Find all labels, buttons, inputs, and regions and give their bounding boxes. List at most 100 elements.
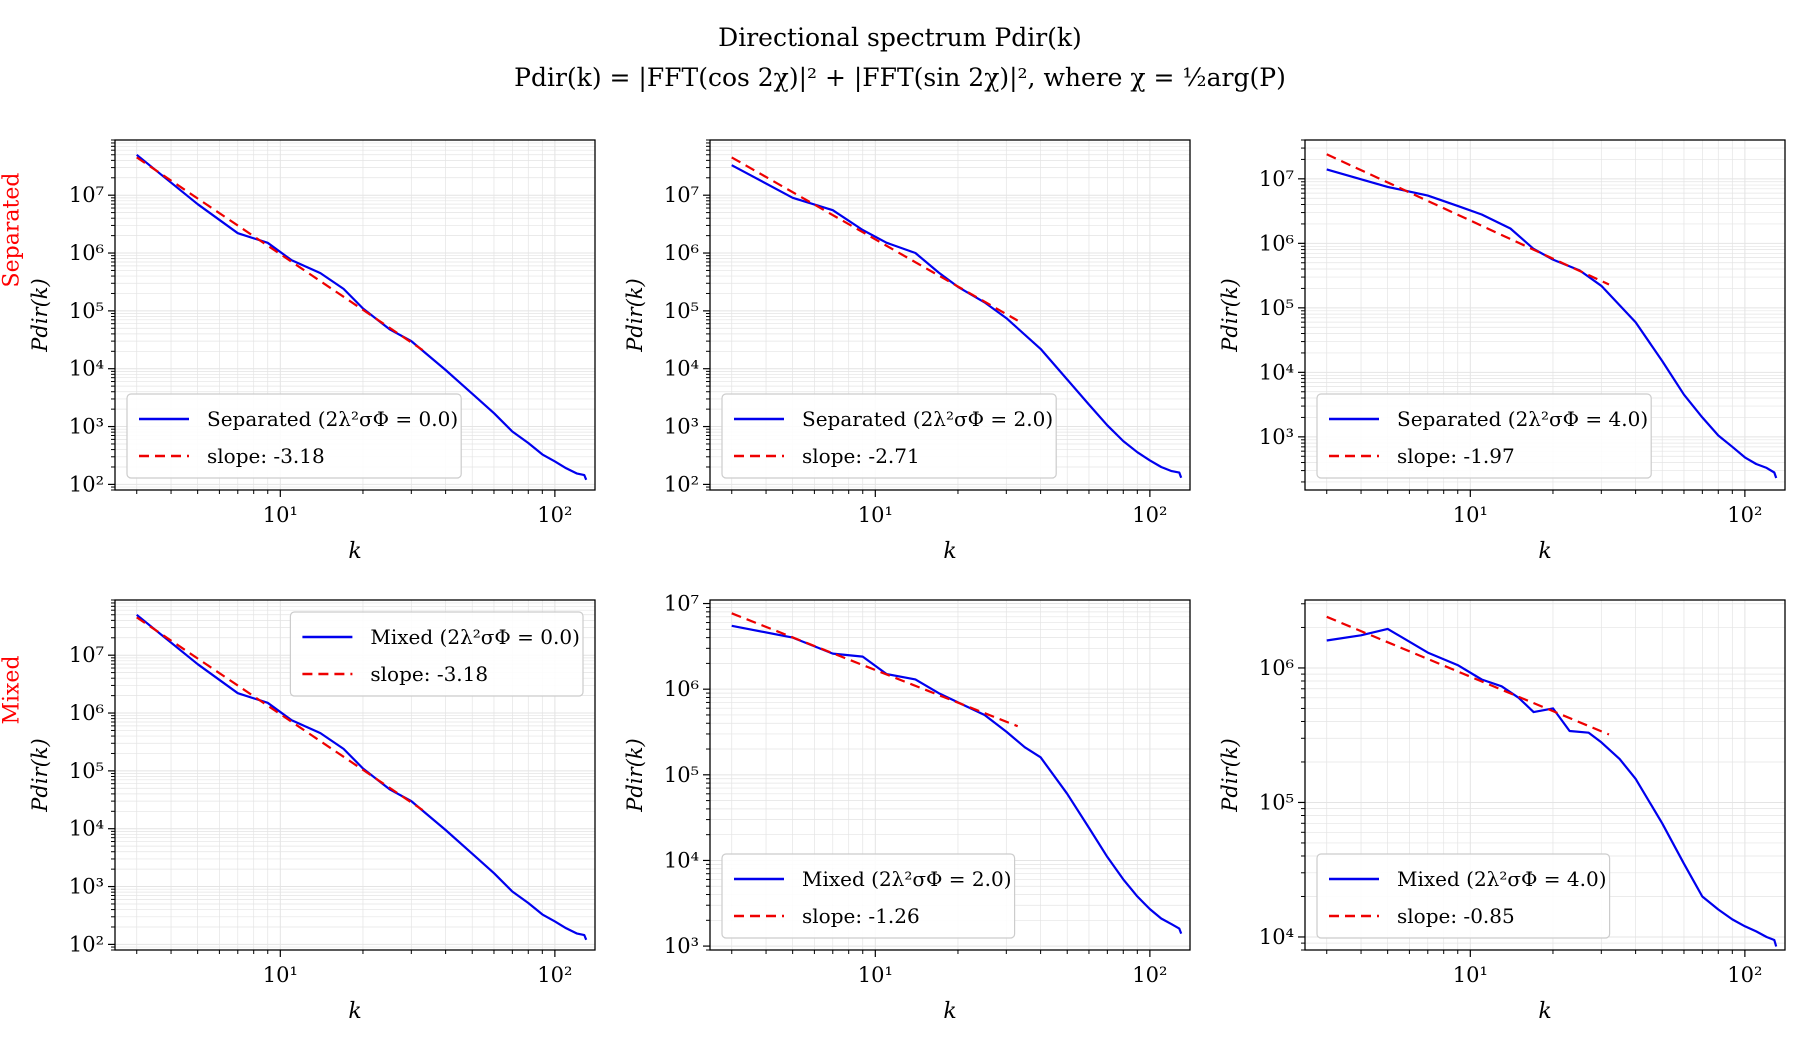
- y-tick-label: 10⁴: [664, 848, 699, 872]
- x-tick-label: 10¹: [1453, 963, 1488, 987]
- fit-line: [731, 612, 1019, 728]
- fit-line: [136, 616, 424, 812]
- y-tick-label: 10⁴: [69, 817, 104, 841]
- row-label-mixed: Mixed: [0, 655, 25, 725]
- x-tick-label: 10²: [1132, 963, 1167, 987]
- chart-panel-5: 10¹ 10² 10³ 10⁴ 10⁵ 10⁶ 10⁷ k Pdir(k) Mixed (2λ²σ…: [623, 592, 1191, 1024]
- axes-frame: [709, 139, 1191, 491]
- y-tick-label: 10⁴: [1259, 925, 1294, 949]
- x-axis-label: k: [1538, 999, 1551, 1024]
- x-axis-label: k: [348, 539, 361, 564]
- y-tick-label: 10⁷: [664, 183, 699, 207]
- y-axis-label: Pdir(k): [623, 738, 647, 812]
- legend-box: [1316, 393, 1652, 479]
- row-label-separated: Separated: [0, 172, 25, 288]
- y-tick-label: 10⁶: [69, 241, 104, 265]
- y-tick-label: 10⁷: [69, 183, 104, 207]
- x-tick-label: 10¹: [263, 963, 298, 987]
- y-tick-label: 10⁵: [69, 299, 104, 323]
- x-tick-label: 10²: [1132, 503, 1167, 527]
- y-tick-label: 10³: [664, 415, 699, 439]
- y-tick-label: 10⁵: [664, 299, 699, 323]
- y-axis-label: Pdir(k): [28, 278, 52, 352]
- y-axis-label: Pdir(k): [1218, 278, 1242, 352]
- legend: Separated (2λ²σΦ = 0.0) slope: -3.18: [126, 393, 462, 479]
- fit-line: [136, 156, 424, 352]
- y-tick-label: 10³: [664, 934, 699, 958]
- x-axis-label: k: [348, 999, 361, 1024]
- data-line: [136, 153, 588, 481]
- y-tick-label: 10⁴: [69, 357, 104, 381]
- legend-label: Separated (2λ²σΦ = 0.0): [207, 407, 458, 431]
- series-group: [1326, 615, 1778, 947]
- legend-label: Mixed (2λ²σΦ = 2.0): [802, 867, 1012, 891]
- chart-panel-4: 10¹ 10² 10² 10³ 10⁴ 10⁵ 10⁶ 10⁷ k Pdir(k) Mixed (2…: [28, 599, 596, 1024]
- chart-panel-2: 10¹ 10² 10² 10³ 10⁴ 10⁵ 10⁶ 10⁷ k Pdir(k) Separate…: [623, 139, 1191, 564]
- fit-line: [731, 156, 1019, 322]
- y-tick-label: 10⁴: [664, 357, 699, 381]
- data-line: [1326, 627, 1778, 947]
- legend: Mixed (2λ²σΦ = 4.0) slope: -0.85: [1316, 853, 1611, 939]
- y-tick-label: 10²: [664, 472, 699, 496]
- legend-label: Mixed (2λ²σΦ = 4.0): [1397, 867, 1607, 891]
- legend-label: slope: -1.97: [1397, 444, 1515, 468]
- legend-label: Separated (2λ²σΦ = 4.0): [1397, 407, 1648, 431]
- y-tick-label: 10⁶: [664, 677, 699, 701]
- y-axis-label: Pdir(k): [623, 278, 647, 352]
- y-tick-label: 10⁵: [69, 759, 104, 783]
- y-axis-label: Pdir(k): [1218, 738, 1242, 812]
- axes-frame: [709, 599, 1191, 951]
- y-tick-label: 10³: [69, 875, 104, 899]
- legend-label: slope: -1.26: [802, 904, 920, 928]
- series-group: [731, 612, 1183, 934]
- x-axis-label: k: [1538, 539, 1551, 564]
- data-line: [731, 624, 1183, 934]
- x-tick-label: 10¹: [858, 503, 893, 527]
- y-tick-label: 10³: [1259, 425, 1294, 449]
- legend-label: slope: -3.18: [207, 444, 325, 468]
- legend: Mixed (2λ²σΦ = 2.0) slope: -1.26: [721, 853, 1016, 939]
- legend-box: [126, 393, 462, 479]
- legend-label: slope: -0.85: [1397, 904, 1515, 928]
- series-group: [1326, 153, 1778, 479]
- legend: Separated (2λ²σΦ = 4.0) slope: -1.97: [1316, 393, 1652, 479]
- axes-frame: [1304, 599, 1786, 951]
- legend-label: Mixed (2λ²σΦ = 0.0): [370, 625, 580, 649]
- y-tick-label: 10⁵: [664, 763, 699, 787]
- series-group: [136, 153, 588, 481]
- legend-box: [289, 611, 584, 697]
- series-group: [136, 613, 588, 941]
- data-line: [1326, 168, 1778, 479]
- x-tick-label: 10²: [1727, 963, 1762, 987]
- x-tick-label: 10²: [1727, 503, 1762, 527]
- x-axis-label: k: [943, 539, 956, 564]
- x-tick-label: 10¹: [858, 963, 893, 987]
- legend-label: Separated (2λ²σΦ = 2.0): [802, 407, 1053, 431]
- legend-label: slope: -2.71: [802, 444, 920, 468]
- y-tick-label: 10⁷: [69, 643, 104, 667]
- chart-panel-6: 10¹ 10² 10⁴ 10⁵ 10⁶ k Pdir(k) Mixed (2λ²σΦ = 4.…: [1218, 599, 1786, 1024]
- legend: Separated (2λ²σΦ = 2.0) slope: -2.71: [721, 393, 1057, 479]
- y-tick-label: 10²: [69, 472, 104, 496]
- x-tick-label: 10²: [537, 503, 572, 527]
- fit-line: [1326, 153, 1610, 286]
- y-tick-label: 10⁷: [664, 592, 699, 616]
- y-tick-label: 10⁶: [69, 701, 104, 725]
- axes-frame: [1304, 139, 1786, 491]
- y-tick-label: 10⁴: [1259, 360, 1294, 384]
- x-axis-label: k: [943, 999, 956, 1024]
- y-tick-label: 10⁶: [664, 241, 699, 265]
- x-tick-label: 10¹: [263, 503, 298, 527]
- x-tick-label: 10¹: [1453, 503, 1488, 527]
- grid: [115, 599, 595, 951]
- y-tick-label: 10⁶: [1259, 656, 1294, 680]
- x-tick-label: 10²: [537, 963, 572, 987]
- legend: Mixed (2λ²σΦ = 0.0) slope: -3.18: [289, 611, 584, 697]
- legend-box: [721, 853, 1016, 939]
- fit-line: [1326, 615, 1610, 736]
- axes-frame: [114, 599, 596, 951]
- y-tick-label: 10⁶: [1259, 231, 1294, 255]
- data-line: [136, 613, 588, 941]
